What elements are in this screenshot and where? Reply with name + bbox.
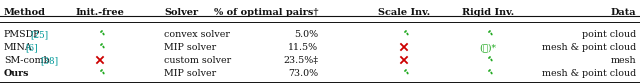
Text: MIP solver: MIP solver	[164, 69, 216, 78]
Text: 11.5%: 11.5%	[288, 43, 318, 52]
Text: (✓)*: (✓)*	[479, 43, 497, 52]
Text: MINA: MINA	[4, 43, 33, 52]
Text: convex solver: convex solver	[164, 30, 230, 39]
Text: [6]: [6]	[25, 43, 37, 52]
Text: % of optimal pairs†: % of optimal pairs†	[214, 8, 318, 17]
Text: Init.-free: Init.-free	[76, 8, 124, 17]
Text: Solver: Solver	[164, 8, 198, 17]
Text: mesh & point cloud: mesh & point cloud	[541, 69, 636, 78]
Text: MIP solver: MIP solver	[164, 43, 216, 52]
Text: SM-comb: SM-comb	[4, 56, 50, 65]
Text: mesh & point cloud: mesh & point cloud	[541, 43, 636, 52]
Text: point cloud: point cloud	[582, 30, 636, 39]
Text: PMSDP: PMSDP	[4, 30, 40, 39]
Text: [38]: [38]	[40, 56, 58, 65]
Text: 73.0%: 73.0%	[288, 69, 318, 78]
Text: Data: Data	[611, 8, 636, 17]
Text: 23.5%‡: 23.5%‡	[283, 56, 318, 65]
Text: mesh: mesh	[611, 56, 636, 65]
Text: Scale Inv.: Scale Inv.	[378, 8, 430, 17]
Text: [25]: [25]	[30, 30, 48, 39]
Text: Rigid Inv.: Rigid Inv.	[462, 8, 514, 17]
Text: Method: Method	[4, 8, 46, 17]
Text: Ours: Ours	[4, 69, 29, 78]
Text: custom solver: custom solver	[164, 56, 231, 65]
Text: 5.0%: 5.0%	[294, 30, 318, 39]
